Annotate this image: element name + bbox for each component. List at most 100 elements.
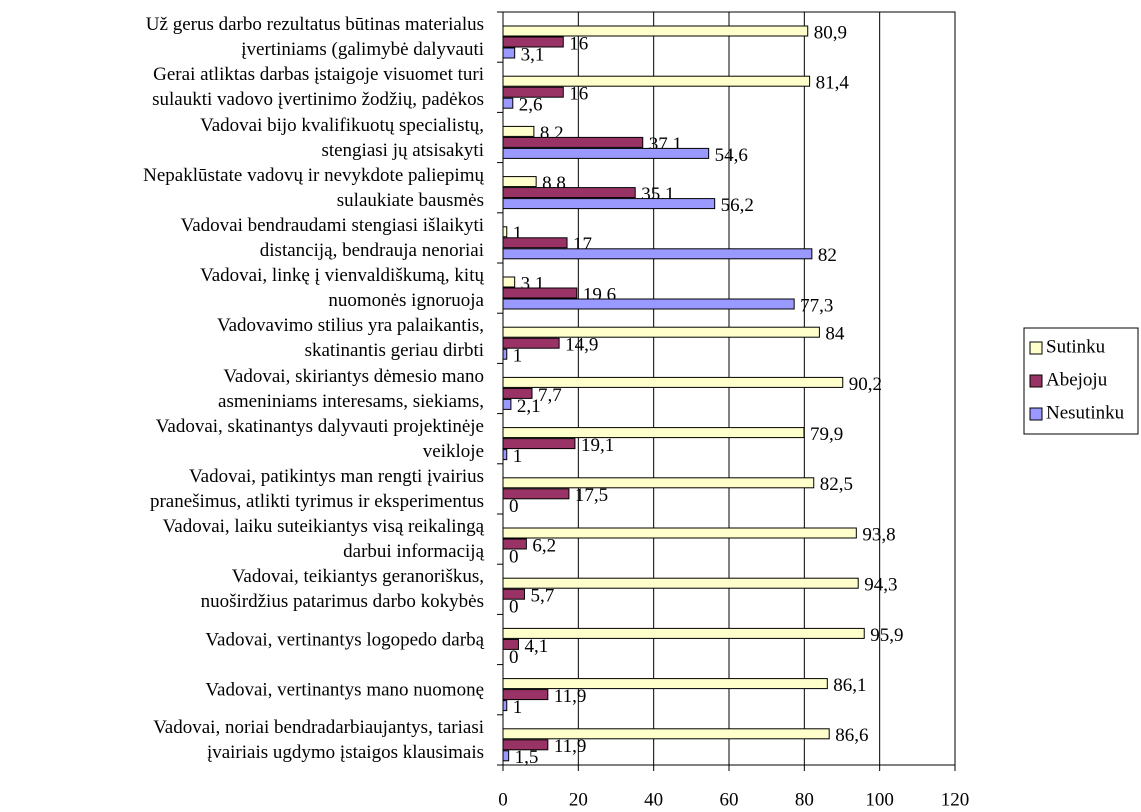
y-tick-label: Vadovai, vertinantys logopedo darbą (205, 629, 484, 650)
y-tick-label: Gerai atliktas darbas įstaigoje visuomet… (152, 64, 484, 111)
bar (502, 376, 844, 388)
bar (502, 226, 508, 238)
x-tick-label: 60 (720, 789, 739, 810)
value-label: 81,4 (816, 73, 850, 94)
value-label: 11,9 (554, 686, 587, 707)
value-label: 19,1 (581, 435, 614, 456)
value-label: 0 (509, 597, 519, 618)
bar (502, 298, 795, 310)
bar (502, 488, 570, 500)
bar (502, 438, 576, 450)
bar (502, 276, 516, 288)
value-label: 95,9 (870, 625, 903, 646)
value-label: 54,6 (715, 145, 748, 166)
bar (502, 387, 533, 399)
y-tick-label: Vadovai, patikintys man rengti įvairius … (149, 465, 484, 512)
value-label: 11,9 (554, 736, 587, 757)
bar (502, 398, 512, 410)
bar (502, 739, 549, 751)
bar (502, 627, 865, 639)
value-label: 1 (513, 346, 523, 367)
value-label: 82,5 (820, 474, 853, 495)
bar (502, 689, 549, 701)
y-tick-label: Vadovai, linkę į vienvaldiškumą, kitų nu… (200, 265, 484, 312)
y-tick-label: Vadovai, laiku suteikiantys visą reikali… (162, 516, 484, 563)
y-tick-label: Vadovai, skatinantys dalyvauti projektin… (155, 415, 484, 462)
bar (502, 638, 519, 650)
y-tick-label: Vadovai, teikiantys geranoriškus, nuošir… (200, 566, 484, 613)
bar (502, 577, 859, 589)
value-label: 86,1 (833, 675, 866, 696)
value-label: 0 (509, 647, 519, 668)
value-label: 3,1 (521, 44, 545, 65)
legend-swatch (1029, 341, 1043, 355)
value-label: 2,6 (519, 95, 543, 116)
value-label: 79,9 (810, 424, 843, 445)
bar (502, 527, 857, 539)
value-label: 82 (818, 245, 837, 266)
bar (502, 427, 805, 439)
bar (502, 86, 564, 98)
value-label: 1,5 (515, 747, 539, 768)
bar (502, 147, 710, 159)
y-tick-label: Vadovai, skiriantys dėmesio mano asmenin… (218, 365, 484, 412)
bar (502, 47, 516, 59)
legend-swatch (1029, 407, 1043, 421)
bar (502, 125, 535, 137)
bar (502, 588, 525, 600)
value-label: 93,8 (862, 524, 895, 545)
bar (502, 287, 578, 299)
bar (502, 136, 644, 148)
y-tick-label: Vadovai bijo kvalifikuotų specialistų, s… (200, 114, 484, 161)
y-tick-label: Už gerus darbo rezultatus būtinas materi… (145, 14, 484, 61)
bar (502, 348, 508, 360)
value-label: 14,9 (565, 335, 598, 356)
y-tick-label: Vadovai bendraudami stengiasi išlaikyti … (180, 214, 484, 261)
value-label: 16 (569, 84, 588, 105)
bar (502, 36, 564, 48)
value-label: 17,5 (575, 485, 608, 506)
value-label: 4,1 (524, 636, 548, 657)
value-label: 6,2 (532, 535, 556, 556)
legend-box (1023, 327, 1139, 435)
value-label: 0 (509, 496, 519, 517)
bar (502, 25, 809, 37)
value-label: 1 (513, 697, 523, 718)
bar (502, 187, 636, 199)
x-tick-label: 120 (941, 789, 970, 810)
x-tick-label: 80 (795, 789, 814, 810)
value-label: 94,3 (864, 575, 897, 596)
value-label: 7,7 (538, 385, 562, 406)
x-tick-label: 0 (498, 789, 508, 810)
bar (502, 678, 828, 690)
value-label: 77,3 (800, 295, 833, 316)
x-tick-label: 20 (569, 789, 588, 810)
y-tick-label: Vadovavimo stilius yra palaikantis, skat… (216, 315, 484, 362)
bar (502, 198, 716, 210)
legend-label: Sutinku (1046, 336, 1106, 357)
value-label: 80,9 (814, 22, 847, 43)
bar (502, 97, 514, 109)
value-label: 0 (509, 546, 519, 567)
x-tick-label: 100 (865, 789, 894, 810)
bar (502, 326, 820, 338)
legend-label: Nesutinku (1046, 402, 1125, 423)
bar (502, 237, 568, 249)
bar (502, 728, 830, 740)
value-label: 1 (513, 446, 523, 467)
y-tick-label: Vadovai, vertinantys mano nuomonę (205, 679, 484, 701)
value-label: 56,2 (721, 195, 754, 216)
y-tick-label: Vadovai, noriai bendradarbiaujantys, tar… (153, 716, 484, 763)
value-label: 16 (569, 33, 588, 54)
x-tick-label: 40 (644, 789, 663, 810)
value-label: 86,6 (835, 725, 868, 746)
bar (502, 700, 508, 712)
value-label: 84 (825, 324, 845, 345)
bar (502, 477, 815, 489)
bar (502, 75, 811, 87)
bar (502, 538, 527, 550)
value-label: 2,1 (517, 396, 541, 417)
legend-label: Abejoju (1046, 369, 1108, 390)
